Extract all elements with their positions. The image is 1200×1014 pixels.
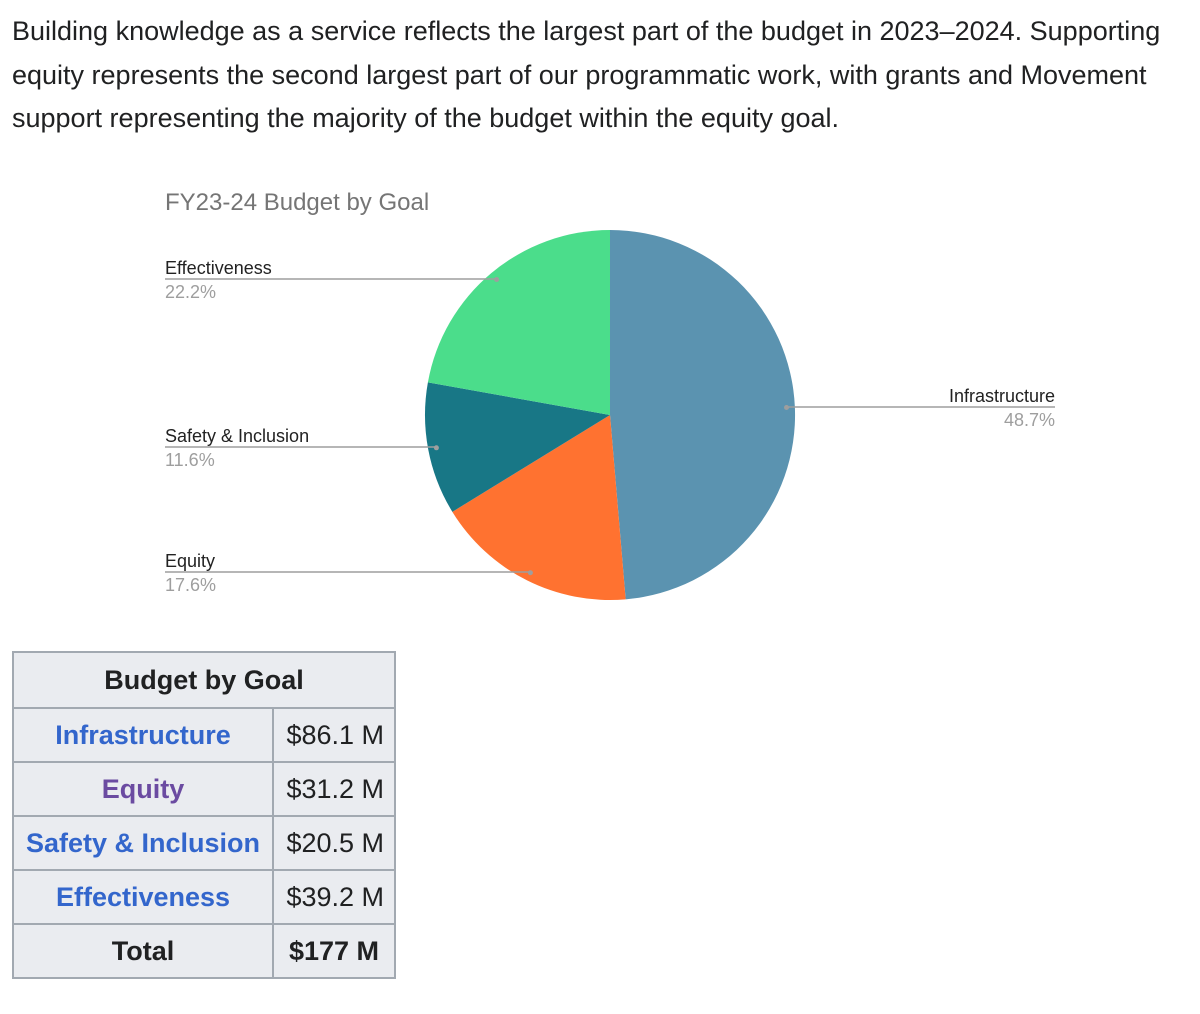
slice-label-safety-inclusion: Safety & Inclusion — [165, 426, 309, 446]
table-row: Safety & Inclusion $20.5 M — [12, 815, 396, 871]
goal-link-safety-inclusion[interactable]: Safety & Inclusion — [12, 815, 274, 871]
table-caption: Budget by Goal — [12, 651, 396, 709]
amount-cell: $86.1 M — [272, 707, 396, 763]
pie-chart: FY23-24 Budget by Goal Infrastructure 48.… — [165, 189, 1055, 601]
leader-dot-effectiveness — [494, 277, 500, 282]
pie-slices — [425, 230, 796, 601]
slice-label-infrastructure: Infrastructure — [949, 386, 1055, 406]
amount-cell: $31.2 M — [272, 761, 396, 817]
amount-cell: $20.5 M — [272, 815, 396, 871]
leader-dot-safety-inclusion — [433, 445, 439, 451]
leader-dot-equity — [527, 570, 533, 576]
amount-cell: $39.2 M — [272, 869, 396, 925]
goal-link-effectiveness[interactable]: Effectiveness — [12, 869, 274, 925]
goal-link-equity[interactable]: Equity — [12, 761, 274, 817]
leader-line-equity — [165, 571, 532, 573]
pie-slice-effectiveness — [427, 230, 610, 415]
leader-dot-infrastructure — [784, 405, 789, 410]
table-row: Equity $31.2 M — [12, 761, 396, 817]
slice-label-equity: Equity — [165, 551, 215, 571]
slice-percent-safety-inclusion: 11.6% — [165, 450, 215, 470]
slice-percent-equity: 17.6% — [165, 575, 216, 595]
slice-percent-infrastructure: 48.7% — [1004, 410, 1055, 430]
goal-link-infrastructure[interactable]: Infrastructure — [12, 707, 274, 763]
leader-line-infrastructure — [785, 406, 1055, 408]
pie-slice-equity — [452, 415, 626, 601]
table-row: Effectiveness $39.2 M — [12, 869, 396, 925]
intro-paragraph: Building knowledge as a service reflects… — [12, 16, 1161, 133]
chart-title: FY23-24 Budget by Goal — [165, 189, 429, 216]
pie-slice-safety-inclusion — [425, 382, 610, 512]
pie-labels: Infrastructure 48.7% Equity 17.6% Safety & I… — [165, 258, 1055, 595]
total-label: Total — [12, 923, 274, 979]
leader-line-effectiveness — [165, 278, 498, 280]
slice-percent-effectiveness: 22.2% — [165, 282, 216, 302]
total-amount: $177 M — [272, 923, 396, 979]
budget-table: Budget by Goal Infrastructure $86.1 M Eq… — [12, 651, 396, 979]
table-row: Infrastructure $86.1 M — [12, 707, 396, 763]
slice-label-effectiveness: Effectiveness — [165, 258, 272, 278]
pie-slice-infrastructure — [610, 230, 796, 600]
leader-line-safety-inclusion — [165, 446, 438, 448]
table-total-row: Total $177 M — [12, 923, 396, 979]
